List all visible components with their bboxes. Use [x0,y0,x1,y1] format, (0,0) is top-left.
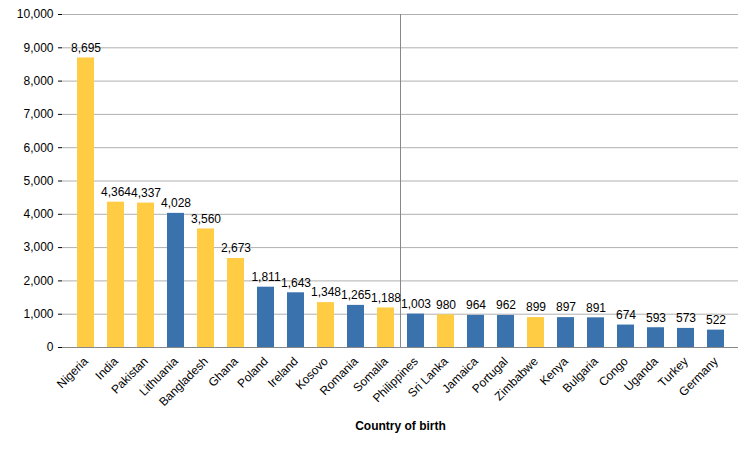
svg-text:Somalia: Somalia [350,354,391,395]
svg-text:4,364: 4,364 [101,185,131,199]
svg-text:1,003: 1,003 [401,297,431,311]
svg-text:962: 962 [496,298,516,312]
svg-text:3,000: 3,000 [23,240,53,254]
svg-text:2,673: 2,673 [221,241,251,255]
svg-text:897: 897 [556,300,576,314]
svg-text:Uganda: Uganda [621,354,661,394]
svg-text:Romania: Romania [317,354,361,398]
svg-text:980: 980 [436,298,456,312]
svg-text:India: India [92,354,121,383]
svg-text:573: 573 [676,311,696,325]
svg-text:Turkey: Turkey [655,354,691,390]
svg-text:Portugal: Portugal [469,354,511,396]
svg-text:Philippines: Philippines [369,354,421,406]
svg-text:4,028: 4,028 [161,196,191,210]
svg-text:8,000: 8,000 [23,74,53,88]
svg-text:593: 593 [646,311,666,325]
svg-text:2,000: 2,000 [23,274,53,288]
svg-text:1,643: 1,643 [281,276,311,290]
svg-text:4,000: 4,000 [23,207,53,221]
svg-text:9,000: 9,000 [23,41,53,55]
svg-text:Bangladesh: Bangladesh [156,354,211,409]
svg-text:964: 964 [466,298,486,312]
svg-text:4,337: 4,337 [131,186,161,200]
svg-text:1,265: 1,265 [341,288,371,302]
svg-text:891: 891 [586,301,606,315]
svg-text:1,000: 1,000 [23,307,53,321]
svg-text:Ireland: Ireland [265,354,301,391]
svg-text:10,000: 10,000 [17,7,54,21]
svg-text:522: 522 [706,313,726,327]
svg-text:Poland: Poland [235,354,271,390]
svg-text:Jamaica: Jamaica [439,354,481,396]
svg-text:899: 899 [526,300,546,314]
svg-text:0: 0 [47,340,54,354]
svg-text:Nigeria: Nigeria [54,354,91,391]
svg-text:Germany: Germany [676,354,721,399]
svg-text:Kenya: Kenya [536,354,571,389]
svg-text:Pakistan: Pakistan [108,354,151,397]
svg-text:1,188: 1,188 [371,291,401,305]
svg-text:6,000: 6,000 [23,141,53,155]
svg-text:1,811: 1,811 [251,270,280,284]
svg-text:3,560: 3,560 [191,212,221,226]
svg-text:674: 674 [616,308,636,322]
svg-text:5,000: 5,000 [23,174,53,188]
svg-text:Congo: Congo [595,354,631,390]
svg-text:Zimbabwe: Zimbabwe [492,354,541,403]
svg-text:1,348: 1,348 [311,285,341,299]
svg-text:8,695: 8,695 [71,41,101,55]
svg-text:Ghana: Ghana [205,354,241,390]
svg-text:Sri Lanka: Sri Lanka [405,354,451,400]
svg-text:7,000: 7,000 [23,107,53,121]
svg-text:Country of birth: Country of birth [355,419,446,433]
svg-text:Lithuania: Lithuania [136,354,181,399]
svg-text:Bulgaria: Bulgaria [560,354,601,395]
svg-text:Kosovo: Kosovo [292,354,331,393]
